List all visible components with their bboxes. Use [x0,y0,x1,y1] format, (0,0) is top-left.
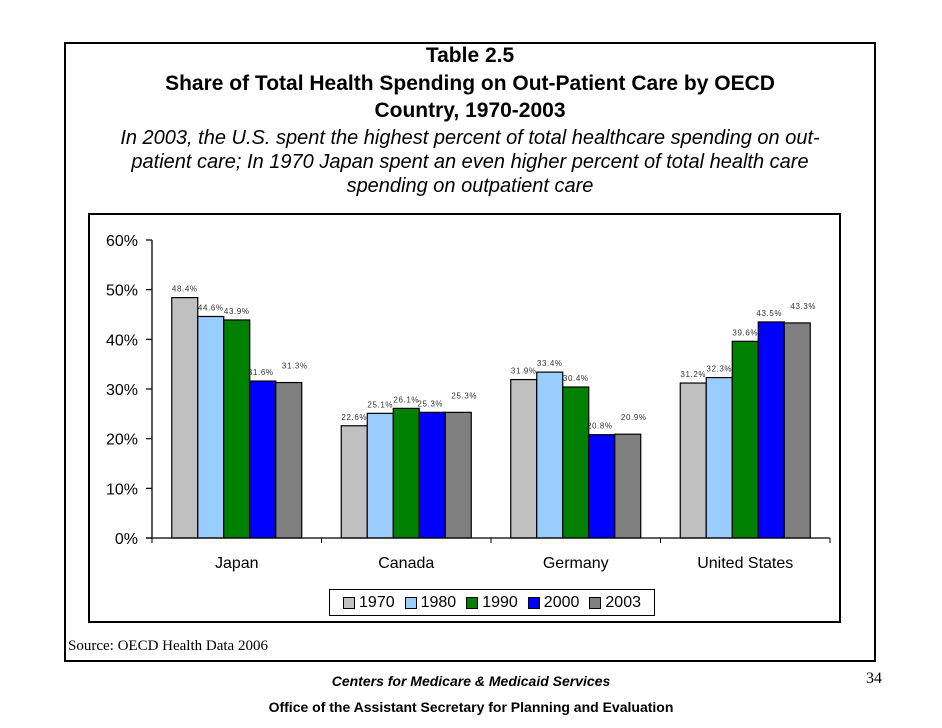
footer-org-cms: Centers for Medicare & Medicaid Services [331,673,611,689]
chart-title-line1: Share of Total Health Spending on Out-Pa… [165,72,775,95]
data-label: 25.1% [367,400,393,409]
data-label: 43.5% [756,309,782,318]
bars [171,297,811,539]
bar-germany-2000 [588,434,616,539]
x-category-label: United States [697,555,793,572]
legend-label: 2003 [605,593,641,611]
bar-germany-2003 [614,433,642,539]
bar-united-states-2000 [757,321,785,539]
legend-swatch [589,596,602,609]
data-label: 31.2% [680,370,706,379]
table-label: Table 2.5 [425,44,515,67]
legend-swatch [343,596,356,609]
data-label: 26.1% [393,395,419,404]
data-label: 25.3% [451,391,477,400]
bar-germany-1990 [562,386,590,539]
bar-canada-1990 [392,407,420,539]
chart-frame [88,213,841,623]
subtitle-line1: In 2003, the U.S. spent the highest perc… [120,127,820,149]
data-label: 31.6% [248,368,274,377]
y-tick-label: 50% [106,283,138,300]
bar-united-states-1980 [705,376,733,539]
x-category-label: Canada [378,555,434,572]
chart-title-line2: Country, 1970-2003 [374,99,566,122]
bar-japan-1970 [171,297,199,539]
data-label: 20.8% [587,422,613,431]
data-label: 44.6% [198,303,224,312]
data-label: 43.9% [224,307,250,316]
data-label: 25.3% [417,399,443,408]
bar-germany-1980 [536,371,564,539]
bar-japan-2003 [275,381,303,539]
footer-org-aspe: Office of the Assistant Secretary for Pl… [268,699,674,715]
data-label: 30.4% [563,374,589,383]
bar-united-states-1990 [731,340,759,539]
x-category-label: Germany [543,555,609,572]
legend-swatch [466,596,479,609]
data-label: 39.6% [732,328,758,337]
x-category-label: Japan [215,555,259,572]
legend-item-2003: 2003 [589,594,641,612]
y-tick-label: 10% [106,481,138,498]
bar-canada-2000 [418,411,446,539]
legend-label: 1980 [420,593,457,611]
legend-label: 1970 [359,593,395,611]
data-label: 22.6% [341,413,367,422]
data-label: 31.9% [511,367,537,376]
chart-subtitle: In 2003, the U.S. spent the highest perc… [80,126,860,198]
data-labels: 48.4%44.6% 43.9% 31.6% 31.3% 22.6%25.1%26.1%… [172,285,816,431]
legend-item-1970: 1970 [343,594,395,612]
bar-canada-2003 [444,411,472,539]
page-number: 34 [866,670,882,687]
data-label: 48.4% [172,285,198,294]
bar-japan-1980 [197,315,225,539]
legend-item-1990: 1990 [466,594,518,612]
subtitle-line3: spending on outpatient care [346,175,594,197]
slide-frame [64,42,876,662]
source-note: Source: OECD Health Data 2006 [68,638,268,654]
bar-japan-1990 [223,319,251,539]
bar-united-states-2003 [783,322,811,539]
legend-item-1980: 1980 [404,593,457,612]
y-tick-label: 20% [106,432,138,449]
legend-item-2000: 2000 [527,593,580,612]
data-label: 31.3% [282,362,308,371]
legend-swatch [527,596,540,609]
y-axis: 0% 10% 20% 30% 40% 50% 60% [106,233,153,548]
data-label: 32.3% [706,365,732,374]
bar-canada-1970 [340,425,368,539]
data-label: 33.4% [537,359,563,368]
chart-legend: 1970 1980 1990 2000 2003 [329,589,655,616]
legend-label: 2000 [543,593,580,611]
data-label: 43.3% [790,302,816,311]
bar-canada-1980 [366,412,394,539]
x-axis: Japan Canada Germany United States [146,537,831,572]
bar-japan-2000 [249,380,277,539]
y-tick-label: 0% [115,531,138,548]
y-tick-label: 30% [106,382,138,399]
y-tick-label: 60% [106,233,138,250]
legend-swatch [404,596,417,609]
bar-united-states-1970 [679,382,707,539]
data-label: 20.9% [621,413,647,422]
legend-label: 1990 [482,593,518,611]
y-tick-label: 40% [106,332,138,349]
bar-germany-1970 [510,378,538,539]
subtitle-line2: patient care; In 1970 Japan spent an eve… [131,151,809,173]
